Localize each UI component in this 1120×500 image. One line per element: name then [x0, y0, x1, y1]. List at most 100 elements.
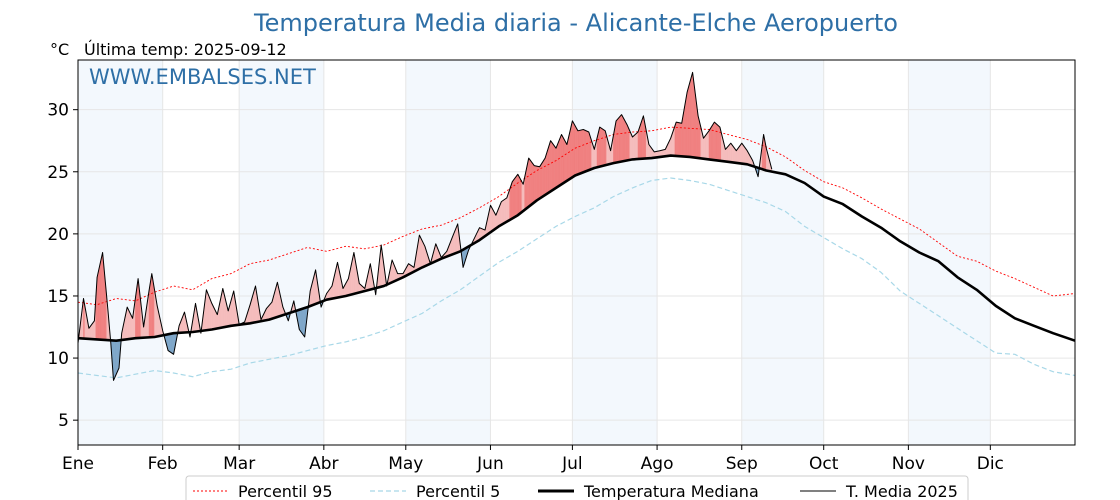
anomaly-fill	[618, 115, 621, 163]
anomaly-fill	[535, 165, 538, 202]
anomaly-fill	[584, 129, 587, 173]
anomaly-fill	[539, 163, 542, 199]
anomaly-fill	[167, 333, 170, 352]
anomaly-fill	[744, 146, 747, 165]
anomaly-fill	[741, 142, 744, 165]
anomaly-fill	[101, 252, 103, 341]
anomaly-fill	[689, 77, 692, 158]
legend-label-p95: Percentil 95	[238, 482, 333, 500]
y-tick-label: 10	[47, 349, 69, 369]
x-tick-label: Oct	[809, 454, 839, 474]
anomaly-fill	[528, 157, 531, 208]
anomaly-fill	[113, 340, 116, 381]
anomaly-fill	[521, 181, 524, 213]
anomaly-fill	[536, 165, 539, 201]
anomaly-fill	[520, 179, 523, 214]
anomaly-fill	[581, 129, 584, 174]
anomaly-fill	[518, 176, 521, 215]
anomaly-fill	[625, 122, 628, 161]
anomaly-fill	[577, 130, 580, 175]
last-temp-label: Última temp: 2025-09-12	[84, 40, 287, 59]
month-band	[78, 60, 163, 445]
anomaly-fill	[636, 131, 639, 160]
anomaly-fill	[456, 223, 458, 254]
anomaly-fill	[206, 289, 208, 331]
legend: Percentil 95 Percentil 5 Temperatura Med…	[185, 475, 969, 500]
anomaly-fill	[635, 132, 637, 160]
anomaly-fill	[509, 185, 512, 221]
month-bands	[78, 60, 991, 445]
y-tick-label: 15	[47, 287, 69, 307]
month-band	[239, 60, 324, 445]
anomaly-fill	[543, 157, 546, 197]
anomaly-fill	[92, 320, 95, 340]
anomaly-fill	[514, 175, 517, 218]
anomaly-fill	[128, 309, 131, 340]
anomaly-fill	[420, 237, 423, 269]
anomaly-fill	[588, 131, 591, 171]
anomaly-fill	[583, 129, 585, 173]
anomaly-fill	[579, 129, 581, 175]
x-tick-label: Dic	[977, 454, 1004, 474]
anomaly-fill	[580, 129, 583, 174]
anomaly-fill	[207, 293, 210, 331]
month-band	[572, 60, 658, 445]
series-p95-line	[77, 126, 1076, 306]
anomaly-fill	[633, 134, 636, 160]
anomaly-fill	[727, 144, 730, 163]
anomaly-fill	[562, 136, 565, 184]
anomaly-fill	[554, 145, 557, 190]
anomaly-fill	[301, 308, 304, 336]
anomaly-fill	[572, 120, 574, 178]
anomaly-fill	[711, 123, 714, 161]
anomaly-fill	[501, 200, 503, 226]
chart-title: Temperatura Media diaria - Alicante-Elch…	[253, 9, 898, 37]
anomaly-fill	[629, 130, 632, 161]
anomaly-fill	[516, 173, 518, 217]
anomaly-fill	[116, 340, 118, 375]
anomaly-fill	[622, 117, 625, 162]
anomaly-fill	[630, 133, 633, 160]
anomaly-fill	[710, 125, 712, 160]
anomaly-fill	[637, 127, 640, 160]
anomaly-fill	[533, 165, 536, 203]
anomaly-fill	[742, 144, 745, 165]
anomaly-fill	[542, 159, 544, 198]
anomaly-fill	[169, 333, 172, 353]
series-lines	[77, 71, 1076, 381]
watermark: WWW.EMBALSES.NET	[89, 65, 316, 89]
anomaly-fill	[585, 130, 588, 172]
anomaly-fill	[587, 131, 589, 172]
anomaly-fill	[740, 142, 742, 164]
y-tick-label: 30	[47, 101, 69, 121]
anomaly-fill	[559, 134, 562, 186]
legend-box	[185, 475, 969, 500]
anomaly-fill	[632, 135, 635, 160]
anomaly-fill	[544, 153, 547, 196]
anomaly-fill	[131, 315, 133, 339]
anomaly-fill	[707, 130, 710, 160]
x-tick-label: Nov	[892, 454, 925, 474]
anomaly-fill	[558, 137, 561, 187]
x-tick-label: Ene	[62, 454, 94, 474]
y-axis: 5 10 15 20 25 30	[47, 101, 78, 431]
anomaly-fill	[725, 147, 727, 162]
anomaly-fill	[573, 123, 576, 177]
anomaly-fill	[557, 141, 559, 188]
x-tick-label: Jul	[561, 454, 583, 474]
anomaly-fill	[731, 144, 734, 163]
anomaly-fill	[505, 197, 508, 223]
unit-label: °C	[50, 40, 69, 59]
anomaly-fill	[564, 139, 566, 183]
anomaly-fill	[550, 140, 553, 192]
anomaly-fill	[570, 120, 573, 179]
anomaly-fill	[621, 114, 624, 162]
anomaly-fill	[626, 124, 629, 161]
anomaly-fill	[529, 159, 532, 207]
anomaly-fill	[712, 121, 715, 161]
anomaly-fill	[538, 166, 540, 200]
anomaly-fill	[419, 235, 422, 270]
anomaly-fill	[624, 119, 626, 162]
anomaly-fill	[561, 134, 564, 185]
x-tick-label: Mar	[223, 454, 255, 474]
